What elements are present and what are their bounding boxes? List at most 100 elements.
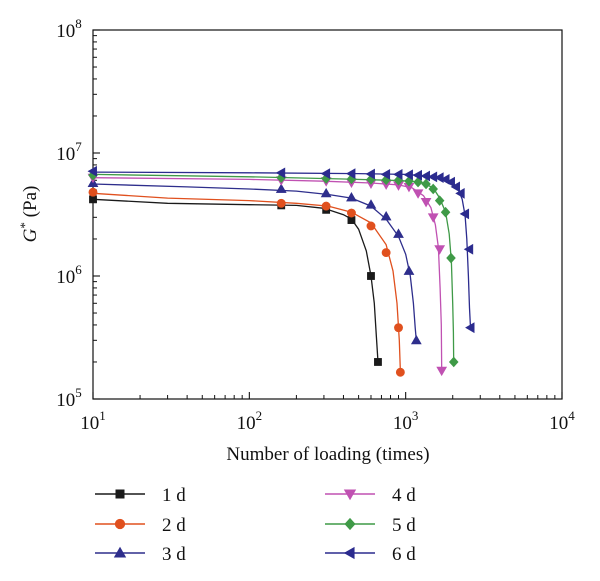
data-point xyxy=(463,243,474,255)
y-tick-base: 10 xyxy=(56,390,75,411)
data-point xyxy=(367,272,375,280)
x-tick-label: 104 xyxy=(549,408,575,434)
data-point xyxy=(403,265,415,275)
legend-item: 4 d xyxy=(325,485,416,506)
data-point xyxy=(320,168,331,179)
data-point xyxy=(393,169,403,180)
data-point xyxy=(395,367,405,377)
data-point xyxy=(87,165,97,177)
legend-label: 5 d xyxy=(392,515,416,536)
data-point xyxy=(445,176,455,188)
y-tick-label: 107 xyxy=(56,139,82,165)
legend-label: 2 d xyxy=(162,515,186,536)
series-5 xyxy=(88,169,459,368)
legend-swatch-marker xyxy=(343,546,355,560)
legend: 1 d 2 d 3 d 4 d 5 d 6 d xyxy=(95,485,416,565)
x-tick-label: 102 xyxy=(237,408,262,434)
data-point xyxy=(345,168,356,179)
legend-label: 1 d xyxy=(162,485,186,506)
data-point xyxy=(436,366,448,377)
x-axis-ticks: 101 102 103 104 xyxy=(80,392,575,434)
data-point xyxy=(347,216,356,224)
data-point xyxy=(448,356,459,368)
data-point xyxy=(381,248,391,258)
legend-swatch-marker xyxy=(343,489,357,501)
data-point xyxy=(410,334,422,345)
y-tick-base: 10 xyxy=(56,21,75,42)
series-4 xyxy=(87,173,448,377)
data-point xyxy=(366,221,376,231)
data-point xyxy=(459,208,470,220)
y-tick-exp: 7 xyxy=(75,139,82,154)
x-tick-base: 10 xyxy=(549,413,568,434)
data-point xyxy=(440,206,451,218)
data-point xyxy=(434,195,445,206)
x-tick-exp: 4 xyxy=(568,408,575,423)
data-point xyxy=(421,178,431,190)
y-tick-label: 106 xyxy=(56,262,82,288)
legend-item: 3 d xyxy=(95,544,186,565)
y-axis-title-sup: * xyxy=(17,222,32,229)
data-point xyxy=(434,245,446,255)
y-tick-base: 10 xyxy=(56,144,75,165)
x-tick-exp: 2 xyxy=(256,408,262,423)
data-point xyxy=(88,187,98,197)
plot-frame xyxy=(92,29,563,400)
data-point xyxy=(275,183,287,193)
series-6 xyxy=(87,165,475,334)
y-axis-title: G* (Pa) xyxy=(17,186,41,243)
legend-swatch-marker xyxy=(115,489,125,499)
series-line xyxy=(92,198,379,363)
series-layer xyxy=(87,165,475,377)
legend-swatch-marker xyxy=(113,546,127,558)
x-tick-base: 10 xyxy=(80,413,99,434)
data-point xyxy=(380,169,391,180)
data-point xyxy=(420,198,432,208)
y-tick-exp: 8 xyxy=(75,16,82,31)
data-point xyxy=(320,187,332,198)
data-point xyxy=(347,208,356,218)
data-point xyxy=(365,199,377,209)
x-tick-base: 10 xyxy=(237,413,256,434)
data-point xyxy=(374,358,382,366)
data-point xyxy=(403,169,413,181)
legend-label: 3 d xyxy=(162,544,186,565)
data-point xyxy=(428,183,438,195)
data-point xyxy=(446,252,456,264)
y-tick-label: 105 xyxy=(56,385,82,411)
x-tick-exp: 3 xyxy=(412,408,419,423)
data-point xyxy=(365,168,375,180)
series-line xyxy=(92,177,443,371)
legend-label: 4 d xyxy=(392,485,416,506)
data-point xyxy=(346,192,357,202)
data-point xyxy=(450,181,460,193)
x-tick-base: 10 xyxy=(393,413,412,434)
legend-item: 2 d xyxy=(95,515,186,536)
data-point xyxy=(412,169,422,181)
legend-swatch-marker xyxy=(344,517,356,531)
legend-item: 5 d xyxy=(325,515,416,536)
data-point xyxy=(413,176,423,188)
y-axis-title-unit: (Pa) xyxy=(20,186,41,222)
data-point xyxy=(455,187,465,199)
data-point xyxy=(393,228,404,238)
y-tick-label: 108 xyxy=(56,16,82,42)
x-axis-title: Number of loading (times) xyxy=(226,444,429,465)
legend-swatch-marker xyxy=(114,518,126,530)
legend-label: 6 d xyxy=(392,544,416,565)
data-point xyxy=(394,323,403,333)
y-tick-exp: 5 xyxy=(75,385,82,400)
legend-item: 1 d xyxy=(95,485,186,506)
legend-item: 6 d xyxy=(325,544,416,565)
series-line xyxy=(92,192,402,373)
series-2 xyxy=(88,187,405,377)
x-tick-label: 103 xyxy=(393,408,419,434)
series-3 xyxy=(87,177,422,345)
x-tick-label: 101 xyxy=(80,408,106,434)
series-1 xyxy=(89,195,382,366)
data-point xyxy=(89,195,97,204)
data-point xyxy=(275,167,286,179)
y-axis-title-symbol: G xyxy=(20,228,41,242)
